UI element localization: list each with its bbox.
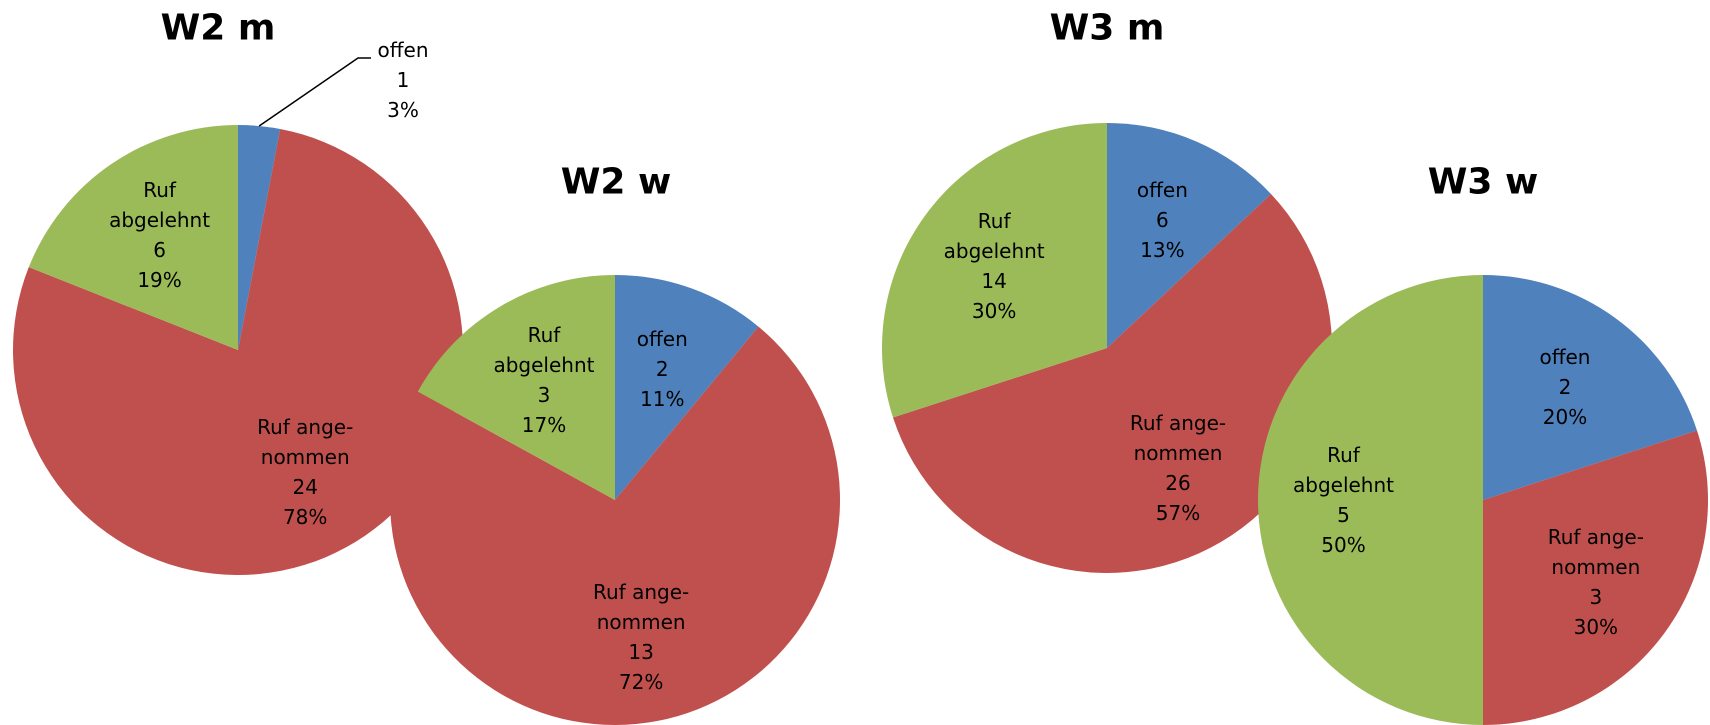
count-label: 2 xyxy=(655,356,669,381)
slice-label: Ruf abgelehnt 6 19 xyxy=(109,175,210,295)
slice-label: Ruf abgelehnt 3 17 xyxy=(493,320,594,440)
pie-slice xyxy=(1483,275,1697,500)
percent-label: 19 xyxy=(109,265,210,295)
pie-slice xyxy=(881,123,1107,418)
category-label: offen xyxy=(1136,177,1188,202)
pie-slice xyxy=(893,193,1332,573)
slice-label: Ruf abgelehnt 14 30 xyxy=(944,206,1045,326)
count-label: 6 xyxy=(1156,207,1169,232)
pie-slice xyxy=(1258,275,1483,725)
category-label: Ruf abgelehnt xyxy=(493,322,595,377)
category-label: Ruf ange- nommen xyxy=(1129,411,1227,466)
count-label: 2 xyxy=(1558,375,1572,400)
slice-label: offen 2 11 xyxy=(637,324,688,414)
category-label: Ruf ange- nommen xyxy=(1547,524,1644,579)
pie-title: W2 m xyxy=(160,7,276,49)
category-label: Ruf ange- nommen xyxy=(593,580,690,635)
count-label: 5 xyxy=(1337,503,1350,527)
category-label: Ruf ange- nommen xyxy=(257,415,354,470)
percent-label: 17 xyxy=(493,410,594,440)
pie-title: W2 w xyxy=(560,161,672,203)
percent-label: 30 xyxy=(944,296,1045,326)
pie-slice xyxy=(1483,430,1708,725)
category-label: Ruf abgelehnt xyxy=(943,209,1045,263)
slice-label: Ruf ange- nommen 24 78 xyxy=(257,412,353,532)
slice-label: Ruf ange- nommen 13 72 xyxy=(593,577,689,697)
count-label: 6 xyxy=(153,237,166,262)
category-label: Ruf abgelehnt xyxy=(109,177,211,232)
count-label: 3 xyxy=(537,382,551,407)
pie-slice xyxy=(238,125,281,350)
percent-label: 50 xyxy=(1293,530,1394,560)
slice-label: Ruf ange- nommen 26 57 xyxy=(1130,408,1226,528)
percent-label: 3 xyxy=(378,95,429,125)
percent-label: 72 xyxy=(593,667,689,697)
count-label: 26 xyxy=(1165,471,1191,496)
pie-slice xyxy=(389,326,840,725)
count-label: 24 xyxy=(292,475,318,500)
category-label: offen xyxy=(377,38,429,62)
count-label: 13 xyxy=(628,640,654,665)
category-label: offen xyxy=(636,326,688,351)
count-label: 3 xyxy=(1589,584,1603,609)
percent-label: 78 xyxy=(257,502,353,532)
slice-label: offen 1 3 xyxy=(378,35,429,125)
slice-label: Ruf ange- nommen 3 30 xyxy=(1548,522,1644,642)
pie-title: W3 m xyxy=(1049,7,1165,49)
category-label: Ruf abgelehnt xyxy=(1292,443,1395,497)
pie-title: W3 w xyxy=(1427,161,1539,203)
slice-label: offen 2 20 xyxy=(1539,342,1590,432)
count-label: 1 xyxy=(396,68,410,92)
category-label: offen xyxy=(1539,345,1591,370)
percent-label: 57 xyxy=(1130,498,1226,528)
percent-label: 13 xyxy=(1137,235,1188,265)
pie-slice xyxy=(13,128,464,576)
pie-slice xyxy=(417,275,615,500)
count-label: 14 xyxy=(981,269,1007,293)
percent-label: 20 xyxy=(1539,402,1590,432)
percent-label: 11 xyxy=(637,384,688,414)
pie-slice xyxy=(1107,123,1272,348)
slice-label: offen 6 13 xyxy=(1137,175,1188,265)
slice-label: Ruf abgelehnt 5 50 xyxy=(1293,440,1394,560)
leader-line xyxy=(258,57,371,127)
percent-label: 30 xyxy=(1548,612,1644,642)
